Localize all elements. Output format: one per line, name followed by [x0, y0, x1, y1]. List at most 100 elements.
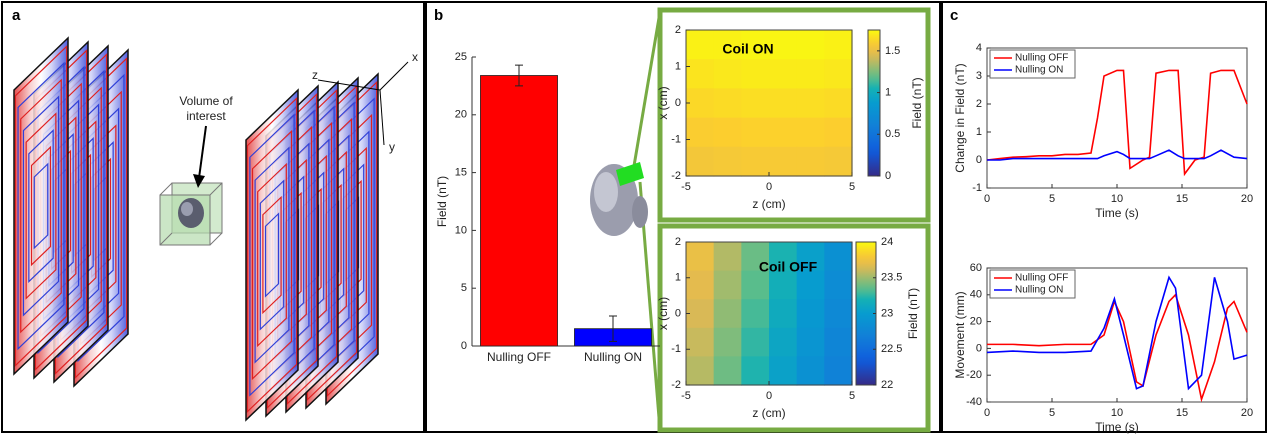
axis-name: y [389, 140, 395, 154]
coil-wire [264, 212, 280, 298]
heatmap-cell [769, 117, 798, 148]
heatmap-cell [741, 117, 770, 148]
heatmap-cell [769, 270, 798, 300]
legend-label: Nulling ON [1015, 65, 1063, 76]
heatmap-cell [686, 356, 715, 386]
colorbar-label: Field (nT) [906, 288, 920, 339]
heatmap-cell [769, 146, 798, 177]
y-tick-label: 60 [970, 262, 982, 274]
heatmap-cell [713, 146, 742, 177]
heatmap-cell [824, 356, 853, 386]
heatmap-cell [824, 270, 853, 300]
heatmap-cell [824, 299, 853, 329]
y-tick-label: 2 [675, 236, 681, 248]
heatmap-cell [769, 356, 798, 386]
legend-box [989, 49, 1076, 79]
annotation: interest [186, 109, 226, 123]
coil-wire [262, 195, 282, 315]
heatmap-cell [769, 242, 798, 272]
volume-of-interest [159, 125, 223, 246]
x-tick-label: 5 [849, 390, 855, 402]
x-tick-label: 10 [1111, 193, 1123, 205]
coil-wire [259, 179, 285, 331]
error-bar [609, 315, 617, 342]
heatmap-cell [796, 327, 825, 357]
x-tick-label: 15 [1176, 407, 1188, 419]
axis-name: x [412, 50, 418, 64]
heatmap-cell [796, 30, 825, 60]
bar [480, 75, 558, 347]
x-tick-label: 20 [1241, 407, 1253, 419]
heatmap-cell [713, 88, 742, 119]
heatmap-cell [741, 299, 770, 329]
heatmap-cell [769, 30, 798, 60]
heatmap-cell [824, 146, 853, 177]
coil-wire [254, 146, 290, 364]
legend-label: Nulling OFF [1015, 273, 1068, 284]
y-tick-label: 0 [461, 340, 467, 352]
y-tick-label: 1 [675, 272, 681, 284]
series-line [987, 149, 1248, 161]
x-tick-label: 0 [766, 390, 772, 402]
heatmap-cell [686, 299, 715, 329]
heatmap-cell [796, 88, 825, 119]
x-tick-label: Nulling OFF [487, 350, 551, 364]
y-axis-label: x (cm) [656, 297, 670, 330]
heatmap-cell [741, 356, 770, 386]
heatmap-cell [713, 356, 742, 386]
heatmap-cell [796, 270, 825, 300]
heatmap-cell [713, 30, 742, 60]
zoom-frame [657, 7, 931, 223]
heatmap-cell [741, 327, 770, 357]
heatmap-cell [824, 30, 853, 60]
heatmap-cell [713, 242, 742, 272]
heatmap-title: Coil ON [722, 41, 773, 57]
coil-wire [33, 162, 49, 250]
heatmap-cell [769, 88, 798, 119]
heatmap-cell [796, 59, 825, 89]
coil-wire [14, 44, 68, 368]
x-axis-label: Time (s) [1095, 206, 1139, 220]
y-tick-label: 2 [976, 98, 982, 110]
y-tick-label: -2 [671, 379, 681, 391]
coil-plane [246, 90, 298, 420]
y-tick-label: -1 [671, 133, 681, 145]
y-tick-label: 0 [976, 154, 982, 166]
heatmap-cell [796, 356, 825, 386]
heatmap-cell [686, 242, 715, 272]
heatmap-cell [824, 88, 853, 119]
coil-wire [17, 61, 65, 351]
colorbar-tick-label: 23 [881, 307, 893, 319]
heatmap-cell [741, 88, 770, 119]
coil-diagram [13, 36, 379, 422]
coil-wire [249, 113, 295, 397]
x-tick-label: 0 [984, 407, 990, 419]
x-axis-label: z (cm) [752, 197, 785, 211]
axis-name: z [312, 68, 318, 82]
y-tick-label: 3 [976, 70, 982, 82]
coil-plane [14, 38, 68, 374]
heatmap-cell [796, 299, 825, 329]
heatmap-cell [686, 117, 715, 148]
y-axis-label: Field (nT) [435, 176, 449, 227]
heatmap-cell [769, 327, 798, 357]
coil-wire [22, 95, 60, 317]
heatmap-cell [824, 242, 853, 272]
error-bar [515, 64, 523, 87]
colorbar-tick-label: 24 [881, 236, 893, 248]
coil-wire [257, 162, 287, 348]
colorbar-tick-label: 22 [881, 379, 893, 391]
colorbar [867, 29, 881, 177]
y-tick-label: 20 [970, 316, 982, 328]
coil-wire [251, 129, 293, 381]
heatmap-cell [686, 270, 715, 300]
heatmap-cell [741, 59, 770, 89]
x-tick-label: 5 [849, 181, 855, 193]
x-axis-label: z (cm) [752, 406, 785, 420]
y-axis-label: Change in Field (nT) [953, 63, 967, 172]
heatmap-cell [741, 242, 770, 272]
y-tick-label: -20 [966, 369, 982, 381]
coil-wire [246, 96, 298, 414]
y-tick-label: 10 [455, 224, 467, 236]
